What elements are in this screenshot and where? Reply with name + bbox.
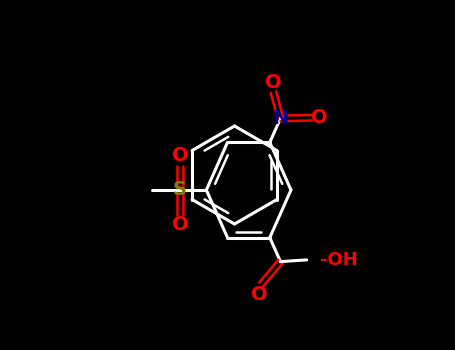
Text: O: O <box>311 108 328 127</box>
Text: O: O <box>172 215 188 234</box>
Text: N: N <box>273 109 288 128</box>
Text: O: O <box>251 285 268 304</box>
Text: O: O <box>265 73 282 92</box>
Text: S: S <box>173 181 187 199</box>
Text: -OH: -OH <box>320 251 358 269</box>
Text: O: O <box>172 146 188 165</box>
